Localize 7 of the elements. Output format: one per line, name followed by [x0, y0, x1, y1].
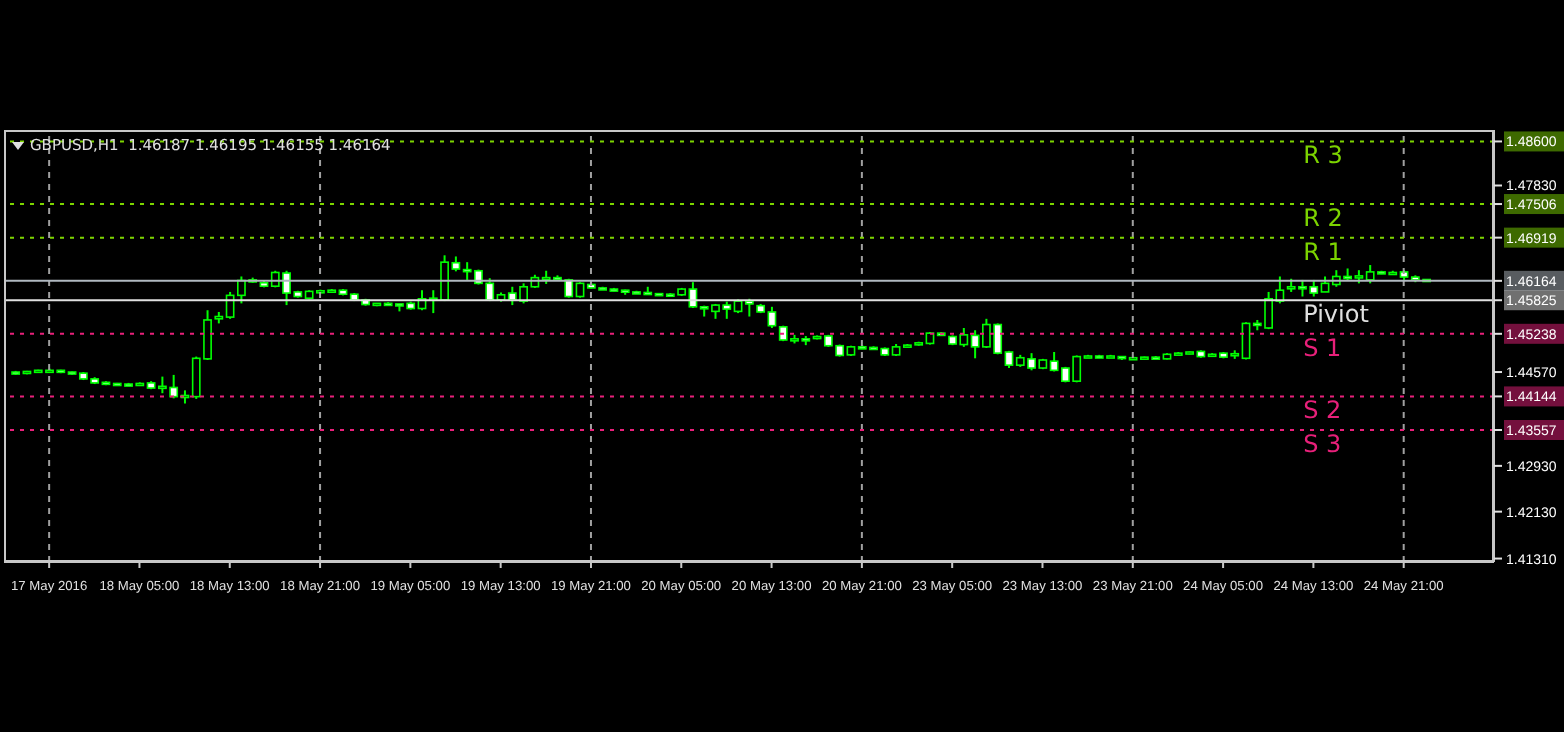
- ref-line-label: S 1: [1303, 333, 1342, 362]
- ref-line-label: R 1: [1303, 237, 1343, 266]
- ref-line-label: S 3: [1303, 430, 1342, 458]
- ref-line-label: Piviot: [1303, 300, 1370, 329]
- ref-line-label: S 2: [1303, 396, 1342, 425]
- ref-line-label: R 2: [1303, 204, 1343, 233]
- ref-line-label: R 3: [1303, 141, 1343, 170]
